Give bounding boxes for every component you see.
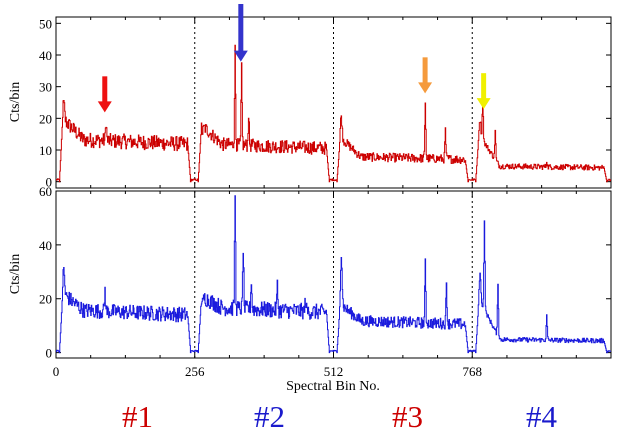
- section-label-4: #4: [526, 399, 557, 434]
- y-tick-label: 40: [39, 238, 52, 253]
- arrow-shaft: [481, 73, 487, 100]
- bottom-panel-spectrum-line: [56, 195, 611, 354]
- x-tick-label-768: 768: [463, 364, 483, 379]
- top-panel-section-dividers: [194, 17, 473, 188]
- arrow-1: [97, 76, 112, 113]
- x-tick-label-256: 256: [185, 364, 205, 379]
- y-tick-label: 60: [39, 184, 52, 199]
- section-label-1: #1: [122, 399, 153, 434]
- arrow-2: [233, 4, 248, 62]
- bottom-panel: 0 20 40 60 Cts/bin: [8, 184, 612, 361]
- top-panel-arrows: [97, 4, 491, 113]
- x-axis-label: Spectral Bin No.: [286, 379, 380, 394]
- section-label-3: #3: [392, 399, 423, 434]
- y-tick-label: 0: [46, 346, 53, 361]
- bottom-panel-ylabel: Cts/bin: [8, 254, 23, 294]
- x-tick-label-0: 0: [53, 364, 60, 379]
- y-tick-label: 30: [39, 80, 52, 95]
- x-tick-label-512: 512: [324, 364, 344, 379]
- arrow-shaft: [102, 76, 108, 103]
- bottom-panel-ticks: 0 20 40 60: [39, 184, 612, 361]
- arrow-4: [476, 73, 491, 110]
- y-tick-label: 20: [39, 111, 52, 126]
- arrow-shaft: [422, 57, 428, 84]
- y-tick-label: 50: [39, 16, 52, 31]
- arrow-head: [97, 101, 112, 113]
- top-panel: 0 10 20 30 40 50 Cts/bin: [8, 4, 612, 190]
- arrow-shaft: [238, 4, 244, 52]
- top-panel-spectrum-line: [56, 44, 611, 183]
- arrow-3: [418, 57, 433, 94]
- y-tick-label: 10: [39, 143, 52, 158]
- y-tick-label: 0: [46, 175, 53, 190]
- top-panel-ylabel: Cts/bin: [8, 82, 23, 122]
- y-tick-label: 20: [39, 292, 52, 307]
- section-label-2: #2: [254, 399, 285, 434]
- bottom-panel-series: [56, 195, 611, 354]
- arrow-head: [476, 98, 491, 110]
- top-panel-series: [56, 44, 611, 183]
- arrow-head: [233, 50, 248, 62]
- arrow-head: [418, 82, 433, 94]
- y-tick-label: 40: [39, 48, 52, 63]
